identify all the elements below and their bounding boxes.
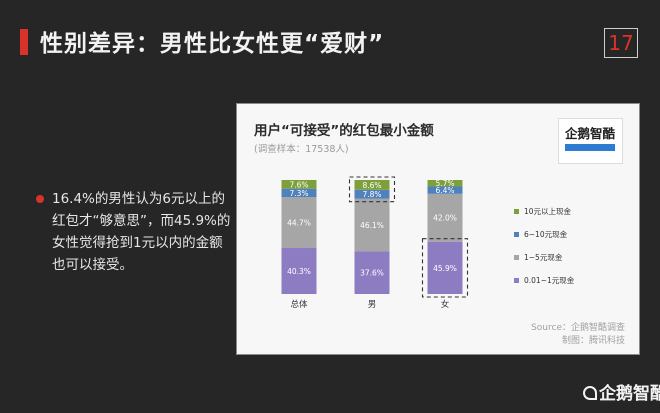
page-number: 17 bbox=[604, 28, 638, 58]
data-label: 46.1% bbox=[360, 221, 384, 230]
title-bar: 性别差异：男性比女性更“爱财” 17 bbox=[0, 0, 660, 78]
credit-line: 制图：腾讯科技 bbox=[561, 336, 625, 346]
data-label: 44.7% bbox=[287, 219, 311, 228]
bar-segment-2-1 bbox=[354, 251, 390, 294]
data-label: 7.8% bbox=[362, 190, 381, 199]
bar-segment-3-1 bbox=[427, 241, 463, 294]
bullet-dot-icon bbox=[36, 195, 44, 203]
data-label: 40.3% bbox=[287, 267, 311, 276]
bullet-text: 16.4%的男性认为6元以上的红包才“够意思”，而45.9%的女性觉得抢到1元以… bbox=[52, 191, 231, 273]
category-label: 女 bbox=[441, 299, 450, 310]
penguin-intelligence-logo: 企鹅智酷 bbox=[558, 118, 623, 164]
bar-segment-1-4 bbox=[281, 180, 317, 189]
legend-label: 0.01~1元现金 bbox=[524, 275, 575, 285]
penguin-icon bbox=[583, 386, 597, 400]
data-label: 7.6% bbox=[289, 180, 308, 189]
legend-swatch bbox=[514, 232, 519, 237]
legend-swatch bbox=[514, 278, 519, 283]
legend-swatch bbox=[514, 209, 519, 214]
data-label: 37.6% bbox=[360, 269, 384, 278]
footer-logo-text: 企鹅智酷 bbox=[599, 384, 660, 404]
stacked-bar-chart: 40.3% 44.7% 7.3%7.6% 总体 37.6% 46.1% 7.8%8.6% 男 4… bbox=[281, 176, 575, 310]
legend-label: 10元以上现金 bbox=[524, 206, 572, 216]
bar-segment-1-2 bbox=[281, 197, 317, 249]
highlight-box bbox=[348, 176, 396, 203]
data-label: 5.7% bbox=[435, 179, 454, 188]
logo-text: 企鹅智酷 bbox=[565, 126, 616, 141]
data-label: 7.3% bbox=[289, 189, 308, 198]
category-label: 男 bbox=[368, 300, 377, 310]
data-label: 42.0% bbox=[433, 214, 457, 223]
chart-title: 用户“可接受”的红包最小金额 bbox=[254, 123, 434, 139]
source-note: Source：企鹅智酷调查 制图：腾讯科技 bbox=[531, 322, 625, 348]
legend-label: 6~10元现金 bbox=[524, 229, 568, 239]
data-label: 8.6% bbox=[362, 181, 381, 190]
legend-label: 1~5元现金 bbox=[524, 252, 563, 262]
bar-segment-2-4 bbox=[354, 180, 390, 190]
data-label: 45.9% bbox=[433, 264, 457, 273]
legend-swatch bbox=[514, 255, 519, 260]
chart-subtitle: (调查样本：17538人) bbox=[254, 144, 349, 155]
logo-strip bbox=[565, 144, 615, 151]
footer-logo: 企鹅智酷 bbox=[583, 379, 660, 404]
highlight-box bbox=[421, 238, 469, 298]
chart-panel: 用户“可接受”的红包最小金额 (调查样本：17538人) 企鹅智酷 40.3% 4… bbox=[236, 103, 640, 355]
bar-segment-1-3 bbox=[281, 188, 317, 198]
title-accent-bar bbox=[20, 29, 28, 55]
category-label: 总体 bbox=[290, 299, 308, 310]
bar-segment-3-2 bbox=[427, 193, 463, 242]
bar-segment-2-3 bbox=[354, 189, 390, 199]
bar-segment-1-1 bbox=[281, 248, 317, 294]
page-title: 性别差异：男性比女性更“爱财” bbox=[40, 31, 385, 57]
data-label: 6.4% bbox=[435, 186, 454, 195]
bar-segment-2-2 bbox=[354, 198, 390, 252]
bar-segment-3-4 bbox=[427, 180, 463, 187]
bar-segment-3-3 bbox=[427, 186, 463, 194]
source-line: Source：企鹅智酷调查 bbox=[531, 323, 625, 333]
